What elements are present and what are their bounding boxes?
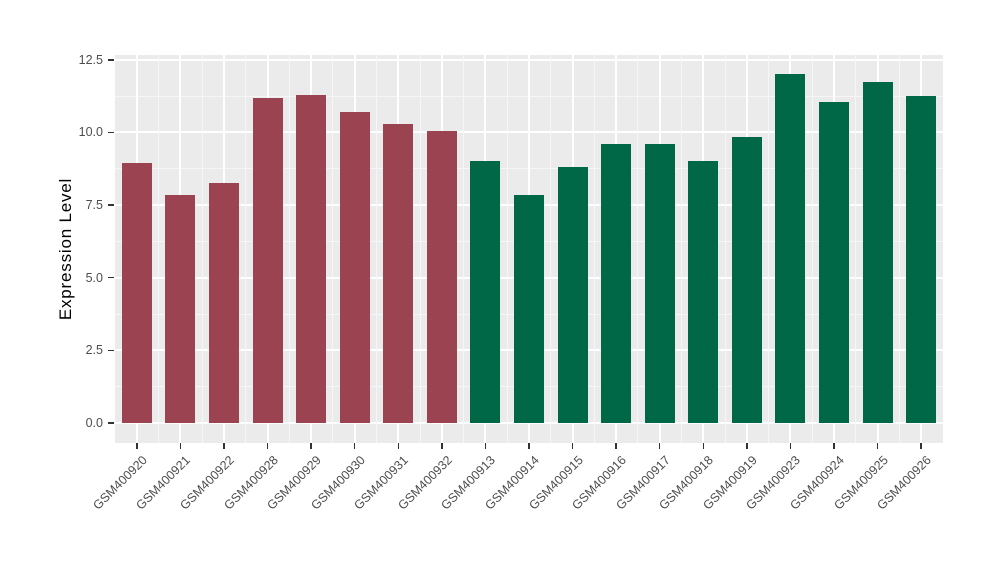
y-tick-label: 5.0 [85,270,103,285]
bar-GSM400919 [731,136,762,423]
x-tick-mark [397,443,399,449]
y-tick-mark [108,422,114,424]
bar-GSM400913 [470,161,501,423]
gridline-minor [855,55,857,443]
x-tick-mark [746,443,748,449]
gridline-minor [158,55,160,443]
y-tick-label: 0.0 [85,416,103,430]
y-tick-mark [108,131,114,134]
bar-GSM400916 [601,144,632,423]
x-tick-mark [876,443,879,449]
x-tick-mark [920,443,922,449]
gridline-minor [811,55,813,443]
bar-GSM400918 [688,161,719,423]
bar-GSM400929 [296,94,327,423]
y-tick-mark [108,349,114,352]
x-tick-mark [179,443,182,449]
bar-GSM400928 [252,97,283,423]
bar-GSM400914 [514,194,544,423]
x-tick-mark [136,443,138,449]
gridline-minor [506,55,508,443]
y-tick-label: 10.0 [78,125,103,140]
y-tick-label: 12.5 [78,52,103,67]
y-tick-mark [108,276,114,279]
gridline-minor [201,55,203,443]
x-tick-mark [833,443,835,449]
x-tick-mark [571,443,574,449]
bar-GSM400923 [775,74,806,423]
gridline-minor [681,55,683,443]
bar-GSM400924 [819,101,850,423]
bar-GSM400915 [557,167,588,423]
x-tick-mark [702,443,705,449]
gridline-minor [550,55,552,443]
y-tick-label: 2.5 [85,343,103,358]
x-tick-mark [615,443,617,449]
bar-GSM400917 [644,144,675,423]
bar-GSM400922 [208,183,239,423]
x-tick-mark [658,443,661,449]
gridline-minor [419,55,421,443]
x-tick-mark [528,443,530,449]
gridline-minor [245,55,247,443]
gridline-minor [637,55,639,443]
gridline-minor [288,55,290,443]
gridline-minor [898,55,900,443]
x-tick-mark [266,443,269,449]
gridline-minor [375,55,377,443]
gridline-minor [463,55,465,443]
bar-GSM400932 [426,130,457,423]
bar-GSM400925 [862,81,893,423]
x-tick-mark [441,443,443,449]
y-tick-mark [108,204,114,206]
x-tick-mark [353,443,356,449]
bar-GSM400921 [165,194,196,423]
bar-GSM400926 [906,96,937,423]
bar-GSM400920 [121,162,152,423]
gridline-minor [593,55,595,443]
bar-GSM400931 [383,123,414,423]
gridline-minor [768,55,770,443]
x-tick-mark [484,443,487,449]
x-tick-mark [789,443,792,449]
plot-panel [115,55,943,443]
gridline-minor [724,55,726,443]
y-tick-label: 7.5 [85,198,103,213]
bar-GSM400930 [339,112,370,423]
y-tick-mark [108,59,114,61]
gridline-minor [332,55,334,443]
x-tick-mark [310,443,312,449]
x-tick-mark [223,443,225,449]
